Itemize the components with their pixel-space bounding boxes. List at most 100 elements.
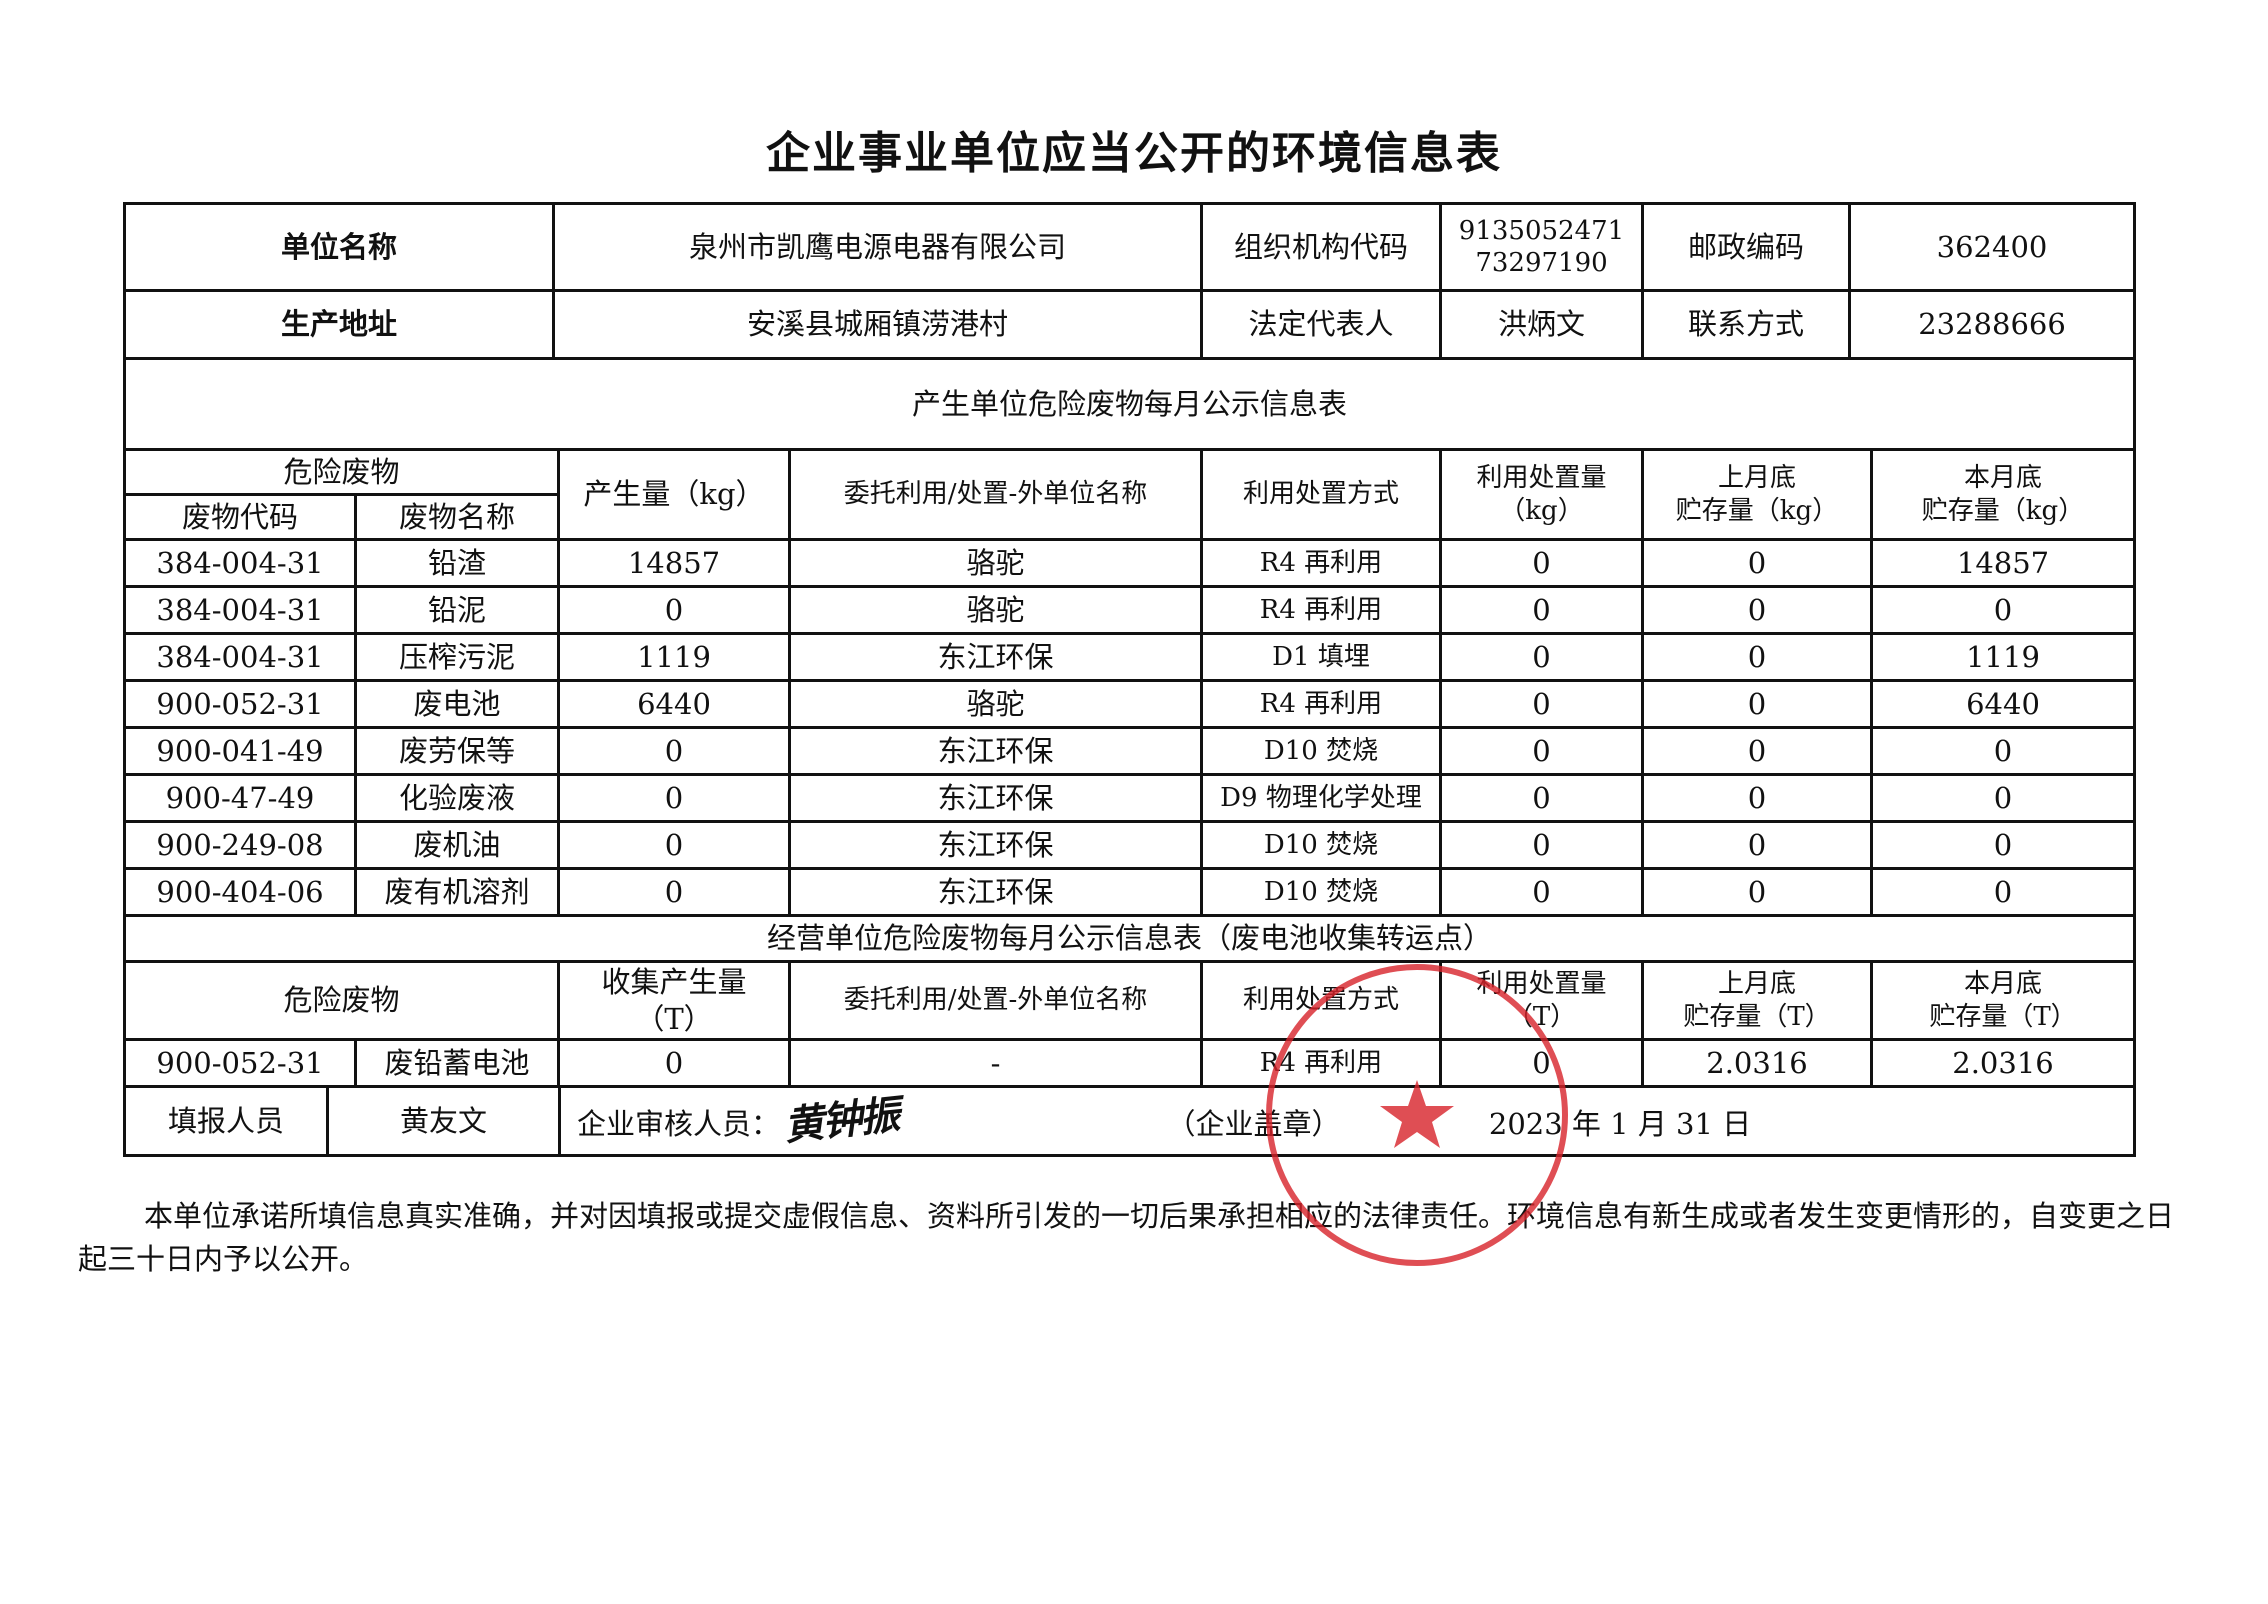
legal-rep: 洪炳文 xyxy=(1439,289,1644,360)
op-header-collected: 收集产生量 （T） xyxy=(557,960,791,1041)
cell-name: 化验废液 xyxy=(354,773,560,823)
cell-this: 0 xyxy=(1869,867,2137,917)
cell-method: D10 焚烧 xyxy=(1200,867,1442,917)
header-disposed: 利用处置量 （kg） xyxy=(1439,448,1644,541)
operator-section-title: 经营单位危险废物每月公示信息表（废电池收集转运点） xyxy=(122,914,2137,963)
review-cell: 企业审核人员：黄钟振 （企业盖章） 2023 年 1 月 31 日 xyxy=(558,1085,2136,1157)
header-code: 废物代码 xyxy=(123,493,357,541)
unit-name-label: 单位名称 xyxy=(123,202,555,292)
header-last-storage: 上月底 贮存量（kg） xyxy=(1641,448,1873,541)
cell-this: 0 xyxy=(1869,773,2137,823)
cell-name: 铅渣 xyxy=(354,538,560,588)
cell-last: 2.0316 xyxy=(1641,1038,1873,1088)
cell-disposed: 0 xyxy=(1439,632,1644,682)
cell-produced: 0 xyxy=(557,820,791,870)
address: 安溪县城厢镇涝港村 xyxy=(552,289,1203,360)
cell-last: 0 xyxy=(1641,585,1873,635)
org-code-label: 组织机构代码 xyxy=(1200,202,1442,292)
cell-entrusted: 东江环保 xyxy=(788,726,1203,776)
table-row: 900-47-49 化验废液 0 东江环保 D9 物理化学处理 0 0 0 xyxy=(123,773,2137,823)
op-header-this-l2: 贮存量（T） xyxy=(1929,1001,2077,1032)
cell-disposed: 0 xyxy=(1439,585,1644,635)
cell-last: 0 xyxy=(1641,820,1873,870)
cell-code: 900-052-31 xyxy=(123,1038,357,1088)
cell-last: 0 xyxy=(1641,726,1873,776)
cell-produced: 14857 xyxy=(557,538,791,588)
cell-code: 900-47-49 xyxy=(123,773,357,823)
cell-last: 0 xyxy=(1641,867,1873,917)
cell-collected: 0 xyxy=(557,1038,791,1088)
cell-name: 废有机溶剂 xyxy=(354,867,560,917)
seal-label: （企业盖章） xyxy=(1166,1107,1341,1141)
cell-code: 384-004-31 xyxy=(123,538,357,588)
header-produced: 产生量（kg） xyxy=(557,448,791,541)
cell-method: D10 焚烧 xyxy=(1200,820,1442,870)
cell-entrusted: 东江环保 xyxy=(788,632,1203,682)
company-info-table: 单位名称 泉州市凯鹰电源电器有限公司 组织机构代码 9135052471 7329… xyxy=(123,202,2136,360)
cell-name: 废铅蓄电池 xyxy=(354,1038,560,1088)
address-label: 生产地址 xyxy=(123,289,555,360)
producer-section-title: 产生单位危险废物每月公示信息表 xyxy=(122,357,2137,451)
op-header-collected-l2: （T） xyxy=(635,1001,713,1036)
filler-name: 黄友文 xyxy=(326,1085,561,1157)
op-header-disposed: 利用处置量 （T） xyxy=(1439,960,1644,1041)
signature-table: 填报人员 黄友文 企业审核人员：黄钟振 （企业盖章） 2023 年 1 月 31… xyxy=(123,1085,2136,1157)
header-last-l1: 上月底 xyxy=(1717,463,1796,493)
cell-method: R4 再利用 xyxy=(1200,679,1442,729)
cell-this: 0 xyxy=(1869,820,2137,870)
cell-method: D9 物理化学处理 xyxy=(1200,773,1442,823)
cell-this: 0 xyxy=(1869,585,2137,635)
table-row: 384-004-31 压榨污泥 1119 东江环保 D1 填埋 0 0 1119 xyxy=(123,632,2137,682)
cell-code: 900-041-49 xyxy=(123,726,357,776)
op-header-entrusted: 委托利用/处置-外单位名称 xyxy=(788,960,1203,1041)
header-disposed-l1: 利用处置量 xyxy=(1476,463,1607,493)
header-name: 废物名称 xyxy=(354,493,560,541)
cell-last: 0 xyxy=(1641,538,1873,588)
table-row: 900-404-06 废有机溶剂 0 东江环保 D10 焚烧 0 0 0 xyxy=(123,867,2137,917)
cell-code: 900-249-08 xyxy=(123,820,357,870)
header-last-l2: 贮存量（kg） xyxy=(1675,495,1839,526)
cell-entrusted: 东江环保 xyxy=(788,820,1203,870)
cell-entrusted: 骆驼 xyxy=(788,585,1203,635)
document-body: 单位名称 泉州市凯鹰电源电器有限公司 组织机构代码 9135052471 7329… xyxy=(78,202,2174,1281)
cell-code: 900-052-31 xyxy=(123,679,357,729)
cell-disposed: 0 xyxy=(1439,773,1644,823)
cell-method: R4 再利用 xyxy=(1200,538,1442,588)
header-this-l1: 本月底 xyxy=(1964,463,2043,493)
header-entrusted: 委托利用/处置-外单位名称 xyxy=(788,448,1203,541)
waste-table: 产生单位危险废物每月公示信息表 危险废物 产生量（kg） 委托利用/处置-外单位… xyxy=(122,357,2137,1088)
contact-label: 联系方式 xyxy=(1641,289,1851,360)
commitment-note: 本单位承诺所填信息真实准确，并对因填报或提交虚假信息、资料所引发的一切后果承担相… xyxy=(78,1199,2175,1276)
op-header-disposed-l2: （T） xyxy=(1506,1001,1577,1032)
cell-this: 0 xyxy=(1869,726,2137,776)
org-code-line2: 73297190 xyxy=(1475,248,1608,278)
cell-name: 铅泥 xyxy=(354,585,560,635)
cell-disposed: 0 xyxy=(1439,1038,1644,1088)
cell-this: 1119 xyxy=(1869,632,2137,682)
cell-entrusted: - xyxy=(788,1038,1203,1088)
cell-produced: 0 xyxy=(557,773,791,823)
cell-code: 384-004-31 xyxy=(123,585,357,635)
cell-entrusted: 东江环保 xyxy=(788,867,1203,917)
header-this-l2: 贮存量（kg） xyxy=(1921,495,2085,526)
cell-produced: 0 xyxy=(557,867,791,917)
cell-last: 0 xyxy=(1641,679,1873,729)
cell-disposed: 0 xyxy=(1439,538,1644,588)
report-date: 2023 年 1 月 31 日 xyxy=(1488,1107,1752,1141)
cell-disposed: 0 xyxy=(1439,820,1644,870)
cell-last: 0 xyxy=(1641,632,1873,682)
table-row: 384-004-31 铅渣 14857 骆驼 R4 再利用 0 0 14857 xyxy=(123,538,2137,588)
contact: 23288666 xyxy=(1848,289,2136,360)
cell-method: D1 填埋 xyxy=(1200,632,1442,682)
cell-produced: 0 xyxy=(557,585,791,635)
cell-method: D10 焚烧 xyxy=(1200,726,1442,776)
op-header-this-storage: 本月底 贮存量（T） xyxy=(1869,960,2137,1041)
cell-code: 384-004-31 xyxy=(123,632,357,682)
op-header-hazardous-waste: 危险废物 xyxy=(123,960,560,1041)
org-code-line1: 9135052471 xyxy=(1458,215,1625,246)
table-row: 900-052-31 废铅蓄电池 0- R4 再利用 0 2.0316 2.0316 xyxy=(123,1038,2137,1088)
cell-name: 废机油 xyxy=(354,820,560,870)
header-hazardous-waste: 危险废物 xyxy=(123,448,560,496)
op-header-last-storage: 上月底 贮存量（T） xyxy=(1641,960,1873,1041)
table-row: 900-052-31 废电池 6440 骆驼 R4 再利用 0 0 6440 xyxy=(123,679,2137,729)
